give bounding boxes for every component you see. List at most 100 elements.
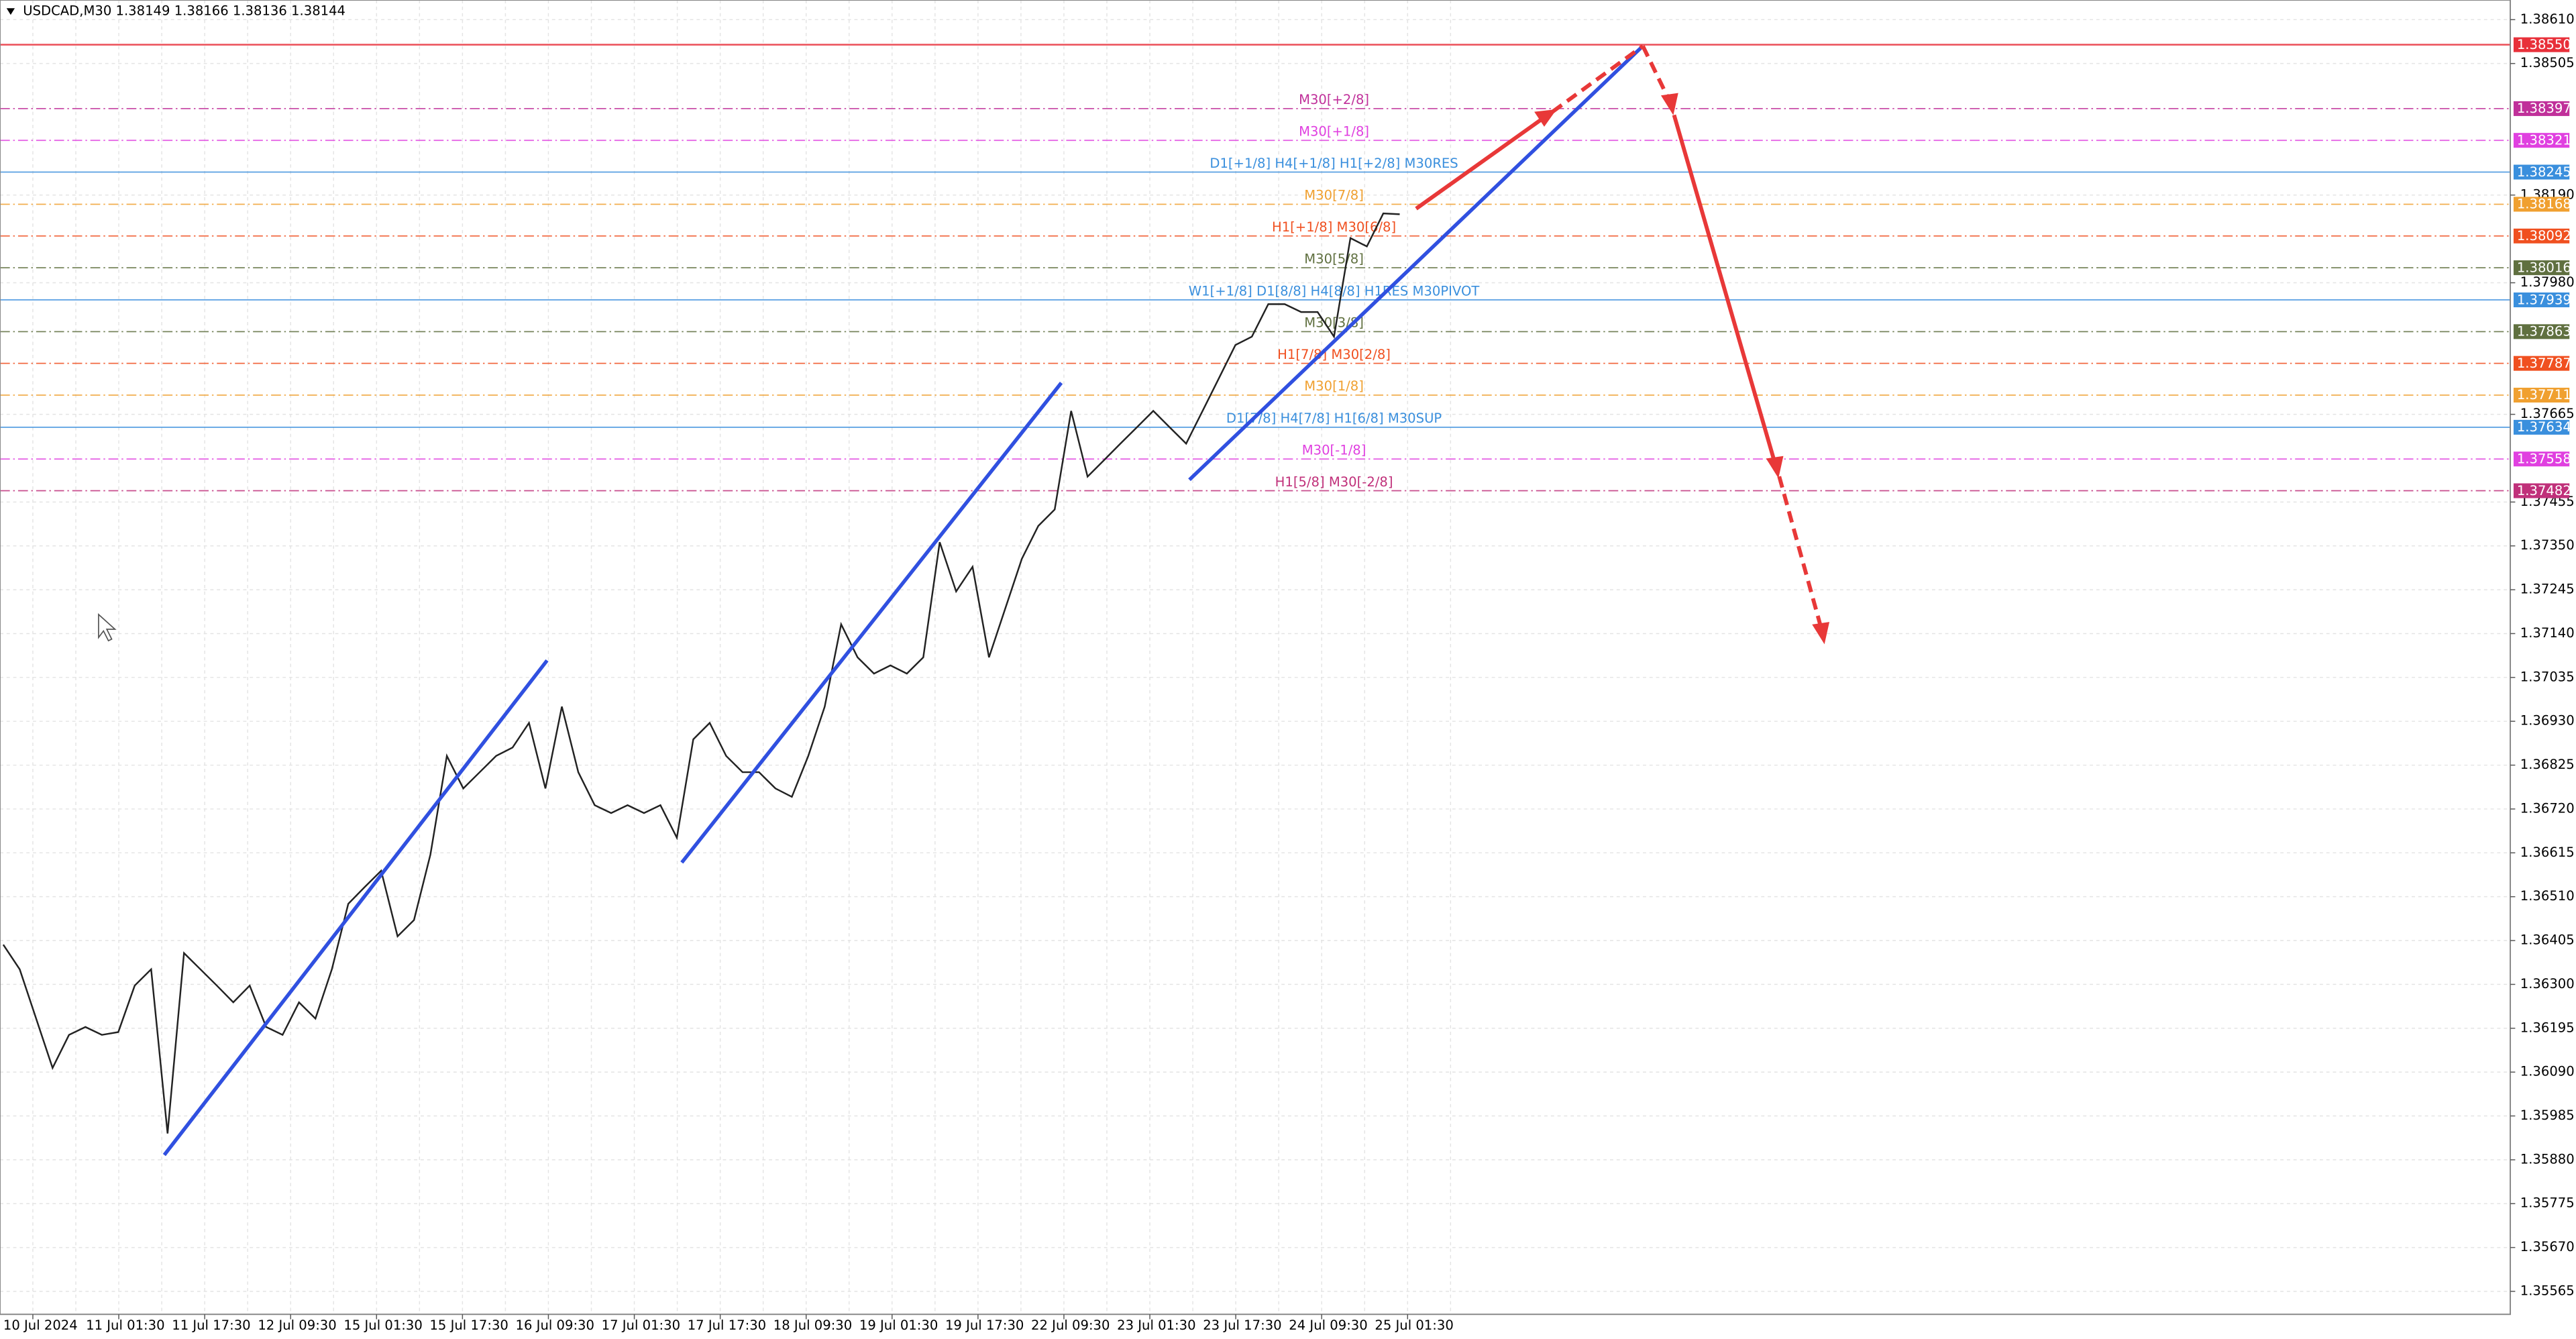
y-tick-label: 1.35880 [2520, 1151, 2575, 1167]
level-label: H1[5/8] M30[-2/8] [1275, 474, 1393, 490]
menu-icon[interactable] [6, 8, 15, 15]
x-tick-label: 17 Jul 01:30 [602, 1318, 680, 1333]
price-tag [2513, 483, 2570, 498]
trend-lines [162, 44, 1644, 1157]
price-line [2, 212, 1400, 1134]
price-tag [2513, 164, 2570, 180]
price-tag-label: 1.37482 [2517, 483, 2571, 498]
arrow [1641, 45, 1673, 105]
mouse-cursor [98, 613, 117, 642]
forecast-arrows [1415, 44, 1830, 645]
x-tick-label: 11 Jul 01:30 [86, 1318, 164, 1333]
level-label: W1[+1/8] D1[8/8] H4[8/8] H1RES M30PIVOT [1189, 283, 1481, 299]
level-label: D1[7/8] H4[7/8] H1[6/8] M30SUP [1226, 411, 1442, 426]
price-tag [2513, 37, 2570, 52]
trend-line [162, 659, 549, 1157]
y-tick-label: 1.37035 [2520, 669, 2575, 684]
grid [0, 0, 2511, 1315]
price-tag-label: 1.38397 [2517, 101, 2571, 116]
trend-line [680, 381, 1063, 864]
arrow [1415, 113, 1549, 211]
price-tag-label: 1.38550 [2517, 37, 2571, 52]
price-tag-label: 1.37787 [2517, 356, 2571, 371]
x-tick-label: 24 Jul 09:30 [1289, 1318, 1367, 1333]
arrow [1777, 476, 1824, 632]
x-tick-label: 16 Jul 09:30 [516, 1318, 594, 1333]
price-tag-label: 1.38016 [2517, 260, 2571, 275]
price-tag [2513, 356, 2570, 371]
x-tick-label: 10 Jul 2024 [3, 1318, 78, 1333]
y-tick-label: 1.36825 [2520, 757, 2575, 772]
price-tag-label: 1.38168 [2517, 197, 2571, 212]
x-tick-label: 22 Jul 09:30 [1031, 1318, 1110, 1333]
price-tag-label: 1.38092 [2517, 228, 2571, 244]
y-tick-label: 1.35565 [2520, 1283, 2575, 1298]
y-tick-label: 1.38505 [2520, 55, 2575, 70]
level-label: H1[+1/8] M30[6/8] [1272, 219, 1396, 235]
arrow-head [1534, 109, 1557, 127]
y-tick-label: 1.35670 [2520, 1239, 2575, 1254]
y-tick-label: 1.37245 [2520, 582, 2575, 597]
y-tick-label: 1.36720 [2520, 800, 2575, 816]
axes: 1.386101.385051.381901.379801.376651.374… [3, 11, 2575, 1333]
price-tag-label: 1.37711 [2517, 387, 2571, 403]
price-tag [2513, 228, 2570, 244]
y-tick-label: 1.37980 [2520, 274, 2575, 290]
price-tag-label: 1.38245 [2517, 164, 2571, 180]
y-tick-label: 1.35985 [2520, 1108, 2575, 1123]
price-tag [2513, 133, 2570, 148]
x-tick-label: 18 Jul 09:30 [773, 1318, 852, 1333]
level-label: H1[7/8] M30[2/8] [1277, 347, 1391, 362]
y-tick-label: 1.36195 [2520, 1020, 2575, 1035]
x-tick-label: 23 Jul 01:30 [1117, 1318, 1195, 1333]
x-tick-label: 25 Jul 01:30 [1375, 1318, 1453, 1333]
x-tick-label: 12 Jul 09:30 [258, 1318, 336, 1333]
price-tag-label: 1.37558 [2517, 451, 2571, 466]
x-tick-label: 23 Jul 17:30 [1203, 1318, 1281, 1333]
level-label: M30[5/8] [1304, 251, 1364, 266]
arrow-head [1812, 622, 1830, 645]
level-label: M30[1/8] [1304, 378, 1364, 394]
levels: M30[+2/8] M30[+1/8] D1[+1/8] H4[+1/8] H1[+… [0, 44, 2511, 492]
y-tick-label: 1.35775 [2520, 1195, 2575, 1211]
level-label: D1[+1/8] H4[+1/8] H1[+2/8] M30RES [1210, 156, 1458, 171]
y-tick-label: 1.36930 [2520, 713, 2575, 729]
price-tag-label: 1.37863 [2517, 324, 2571, 339]
price-tag-label: 1.38321 [2517, 132, 2571, 148]
price-tag-label: 1.37939 [2517, 292, 2571, 307]
y-tick-label: 1.38610 [2520, 11, 2575, 27]
price [2, 212, 1400, 1134]
arrow-head [1660, 93, 1678, 115]
price-tag [2513, 197, 2570, 212]
y-tick-label: 1.36615 [2520, 845, 2575, 860]
price-tag [2513, 419, 2570, 435]
y-tick-label: 1.37665 [2520, 406, 2575, 421]
x-tick-label: 15 Jul 17:30 [429, 1318, 508, 1333]
y-tick-label: 1.36090 [2520, 1064, 2575, 1079]
price-tag [2513, 324, 2570, 339]
x-tick-label: 11 Jul 17:30 [172, 1318, 250, 1333]
arrow-head [1766, 456, 1784, 478]
chart-title: USDCAD,M30 1.38149 1.38166 1.38136 1.381… [23, 3, 345, 19]
price-tag [2513, 387, 2570, 403]
price-tag-label: 1.37634 [2517, 419, 2571, 435]
x-tick-label: 17 Jul 17:30 [688, 1318, 766, 1333]
x-tick-label: 15 Jul 01:30 [343, 1318, 422, 1333]
y-tick-label: 1.36510 [2520, 888, 2575, 904]
y-tick-label: 1.37350 [2520, 537, 2575, 553]
price-tag [2513, 451, 2570, 467]
arrow [1551, 44, 1644, 113]
price-tag [2513, 260, 2570, 276]
plot-frame [0, 0, 2512, 1316]
level-label: M30[7/8] [1304, 188, 1364, 203]
x-tick-label: 19 Jul 17:30 [945, 1318, 1024, 1333]
price-tag [2513, 292, 2570, 308]
y-tick-label: 1.36300 [2520, 976, 2575, 992]
y-tick-label: 1.37140 [2520, 625, 2575, 641]
level-label: M30[-1/8] [1302, 442, 1366, 458]
arrow [1672, 114, 1778, 468]
level-label: M30[+2/8] [1299, 92, 1369, 107]
